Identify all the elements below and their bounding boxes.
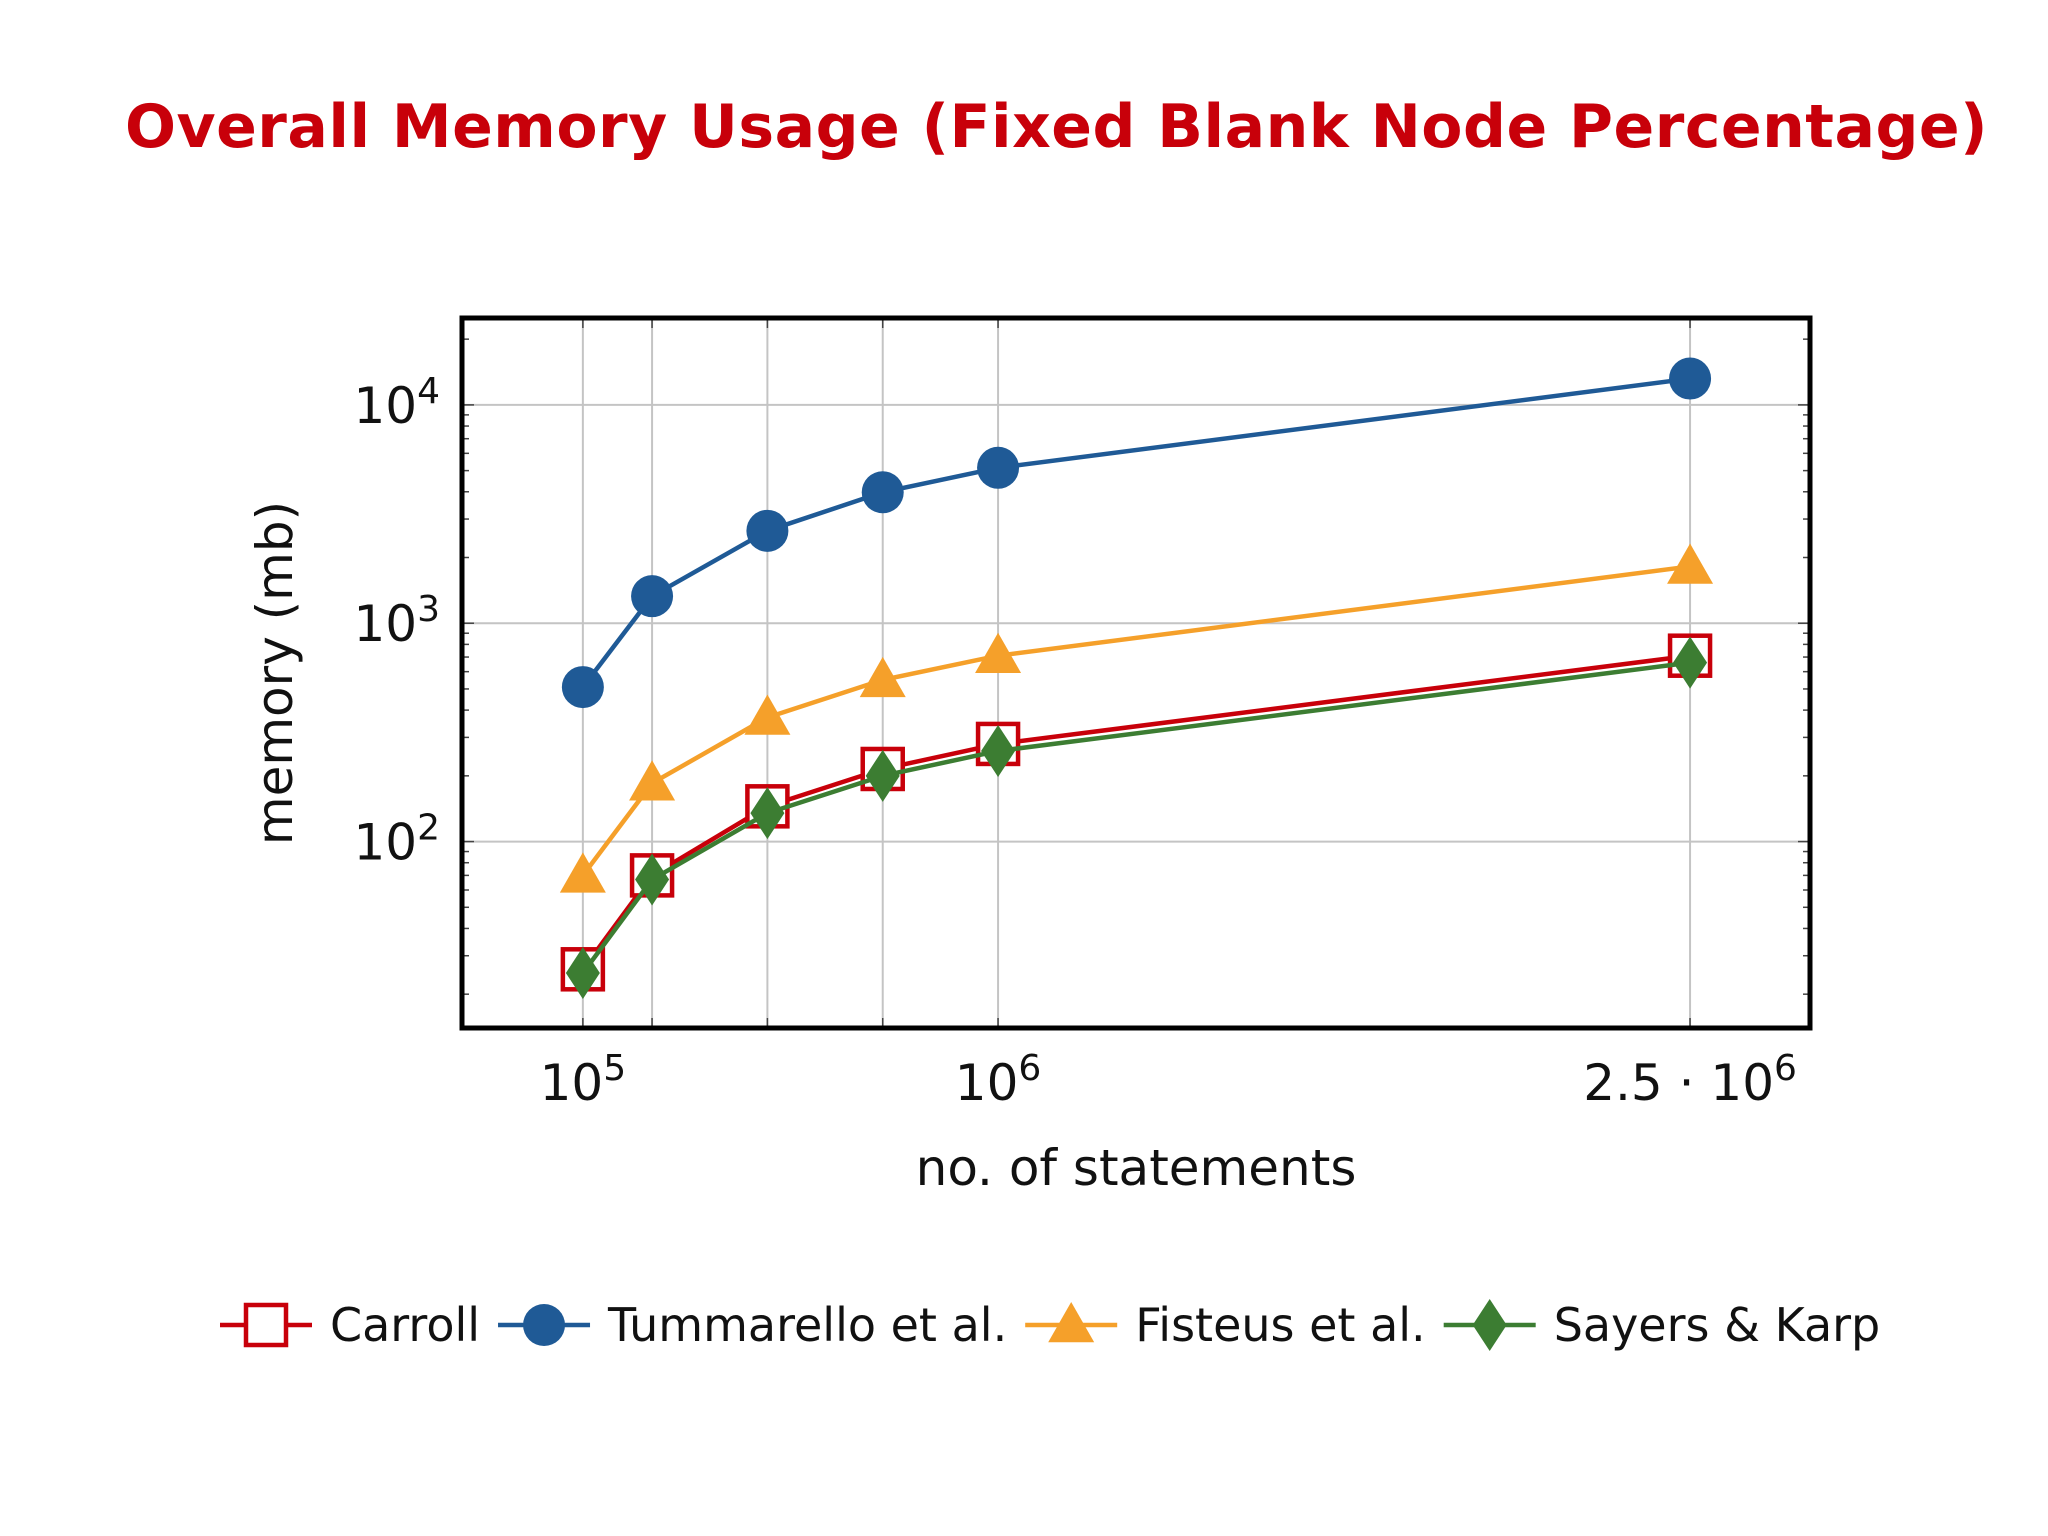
legend-marker — [1048, 1302, 1095, 1343]
data-point — [746, 509, 789, 552]
series-line — [581, 660, 1691, 975]
data-point — [1673, 636, 1708, 689]
legend-item: Tummarello et al. — [498, 1298, 1007, 1352]
legend-label: Tummarello et al. — [607, 1298, 1007, 1352]
y-tick-label: 104 — [353, 371, 440, 435]
legend-marker — [523, 1304, 566, 1346]
x-tick-label: 2.5 · 106 — [1583, 1048, 1797, 1112]
series-layer — [559, 357, 1714, 1000]
legend: Carroll Tummarello et al. Fisteus et al. Sa… — [220, 1298, 1880, 1352]
data-point — [559, 852, 606, 893]
legend-item: Fisteus et al. — [1025, 1298, 1426, 1352]
data-point — [977, 446, 1020, 489]
series-sayers-karp — [565, 636, 1708, 1000]
y-tick-labels: 102 103 104 — [353, 371, 440, 872]
x-tick-label: 105 — [540, 1048, 627, 1112]
series-carroll — [560, 633, 1713, 992]
legend-item: Sayers & Karp — [1443, 1298, 1881, 1352]
data-point — [629, 760, 676, 801]
data-point — [631, 575, 674, 618]
data-point — [1669, 357, 1712, 400]
series-line — [581, 564, 1691, 877]
series-tummarello-et-al- — [561, 357, 1712, 709]
data-point — [750, 787, 785, 840]
x-tick-labels: 105 106 2.5 · 106 — [540, 1048, 1797, 1112]
series-fisteus-et-al- — [559, 543, 1714, 893]
data-point — [861, 471, 904, 514]
data-point — [744, 694, 791, 735]
slide-title: Overall Memory Usage (Fixed Blank Node P… — [125, 92, 1989, 162]
y-axis-label: memory (mb) — [246, 501, 304, 845]
legend-label: Carroll — [330, 1298, 480, 1352]
data-point — [975, 632, 1022, 673]
legend-item: Carroll — [220, 1298, 480, 1352]
x-tick-label: 106 — [955, 1048, 1042, 1112]
data-point — [635, 853, 670, 906]
data-point — [565, 947, 600, 1000]
data-point — [1667, 543, 1714, 584]
data-point — [981, 724, 1016, 777]
x-axis-label: no. of statements — [916, 1139, 1357, 1197]
data-point — [859, 656, 906, 698]
legend-label: Fisteus et al. — [1135, 1298, 1426, 1352]
legend-label: Sayers & Karp — [1554, 1298, 1881, 1352]
data-point — [865, 749, 900, 802]
data-point — [561, 666, 604, 709]
plot-frame — [459, 315, 1813, 1031]
y-tick-label: 103 — [353, 589, 440, 653]
legend-marker — [1472, 1299, 1507, 1351]
y-tick-label: 102 — [353, 808, 440, 872]
legend-marker — [243, 1302, 289, 1348]
